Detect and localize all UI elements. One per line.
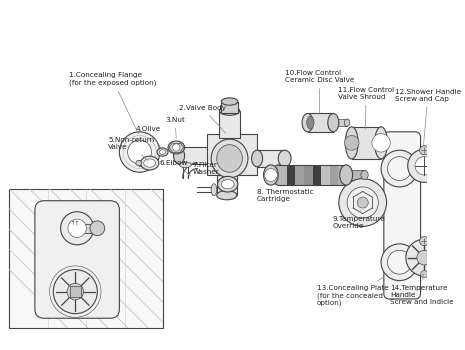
FancyBboxPatch shape [35, 201, 120, 318]
Circle shape [127, 140, 152, 164]
Circle shape [357, 197, 368, 208]
Ellipse shape [361, 170, 368, 180]
Circle shape [381, 150, 418, 187]
Ellipse shape [179, 162, 192, 168]
Bar [333, 119, 347, 126]
Text: 3.Nut: 3.Nut [165, 117, 185, 138]
Ellipse shape [219, 106, 239, 115]
Text: 11.Flow Control
Valve Shroud: 11.Flow Control Valve Shroud [338, 87, 394, 129]
Bar [308, 113, 333, 132]
Circle shape [53, 270, 97, 314]
Circle shape [381, 244, 418, 281]
Circle shape [347, 187, 379, 218]
Circle shape [339, 178, 386, 226]
Text: 5.Non-return
Valve: 5.Non-return Valve [108, 137, 154, 161]
Text: 13.Concealing Plate
(for the concealed
option): 13.Concealing Plate (for the concealed o… [317, 278, 389, 306]
Circle shape [406, 239, 443, 276]
Text: 14.Temperature
Handle
Screw and Indicle: 14.Temperature Handle Screw and Indicle [390, 274, 454, 305]
Text: 1.Concealing Flange
(for the exposed option): 1.Concealing Flange (for the exposed opt… [69, 72, 156, 134]
Bar [77, 224, 97, 233]
Bar [278, 165, 287, 185]
Bar [312, 165, 322, 185]
Ellipse shape [307, 116, 314, 129]
Bar [139, 160, 148, 166]
Circle shape [120, 132, 160, 172]
Circle shape [417, 250, 432, 265]
Text: 2.Valve Body: 2.Valve Body [179, 105, 226, 133]
Ellipse shape [375, 127, 387, 159]
Ellipse shape [217, 191, 237, 200]
Circle shape [68, 219, 86, 237]
Bar [295, 165, 305, 185]
Ellipse shape [217, 145, 242, 172]
Circle shape [415, 157, 433, 175]
Circle shape [420, 271, 428, 278]
Bar [287, 165, 296, 185]
Bar [70, 286, 81, 297]
Circle shape [60, 212, 93, 245]
Text: 7.Filter
Washer: 7.Filter Washer [193, 162, 226, 181]
Bar [179, 147, 211, 164]
Ellipse shape [328, 113, 339, 132]
Bar [252, 150, 285, 167]
Ellipse shape [345, 119, 350, 126]
Ellipse shape [173, 147, 185, 164]
Ellipse shape [218, 176, 238, 192]
Ellipse shape [221, 180, 234, 189]
Ellipse shape [221, 98, 238, 105]
Ellipse shape [345, 127, 358, 159]
Circle shape [90, 221, 105, 236]
Ellipse shape [252, 150, 263, 167]
Circle shape [67, 284, 84, 300]
Circle shape [419, 237, 429, 246]
Ellipse shape [144, 159, 156, 167]
Circle shape [387, 157, 412, 181]
Text: ↑↑: ↑↑ [71, 221, 80, 226]
Bar [206, 134, 257, 175]
Bar [304, 165, 313, 185]
Bar [9, 189, 164, 328]
FancyBboxPatch shape [384, 132, 420, 299]
Bar [221, 102, 238, 113]
Ellipse shape [340, 165, 352, 185]
Ellipse shape [278, 150, 291, 167]
Bar [346, 170, 365, 180]
Text: 4.Olive: 4.Olive [136, 126, 161, 148]
Text: 9.Temperature
Override: 9.Temperature Override [332, 210, 385, 229]
Circle shape [408, 149, 441, 182]
Circle shape [419, 146, 429, 155]
Bar [321, 165, 330, 185]
Bar [217, 172, 237, 195]
Bar [339, 165, 347, 185]
Text: 10.Flow Control
Ceramic Disc Valve: 10.Flow Control Ceramic Disc Valve [285, 70, 354, 114]
Text: 8. Thermostatic
Cartridge: 8. Thermostatic Cartridge [257, 184, 314, 202]
Circle shape [387, 250, 412, 274]
Ellipse shape [168, 141, 185, 154]
Ellipse shape [272, 165, 285, 185]
Ellipse shape [211, 184, 217, 196]
Bar [352, 127, 381, 159]
Circle shape [372, 134, 390, 152]
Ellipse shape [302, 113, 313, 132]
Ellipse shape [264, 165, 278, 185]
Ellipse shape [157, 148, 168, 156]
Circle shape [265, 169, 277, 181]
Ellipse shape [159, 150, 166, 154]
Bar [219, 111, 239, 138]
Text: 6.Elbow: 6.Elbow [160, 160, 191, 176]
Circle shape [345, 135, 359, 150]
Circle shape [173, 144, 180, 151]
Ellipse shape [140, 156, 159, 170]
Ellipse shape [211, 139, 248, 178]
Bar [330, 165, 339, 185]
Text: 12.Shower Handle
Screw and Cap: 12.Shower Handle Screw and Cap [395, 89, 461, 145]
Ellipse shape [136, 160, 141, 166]
